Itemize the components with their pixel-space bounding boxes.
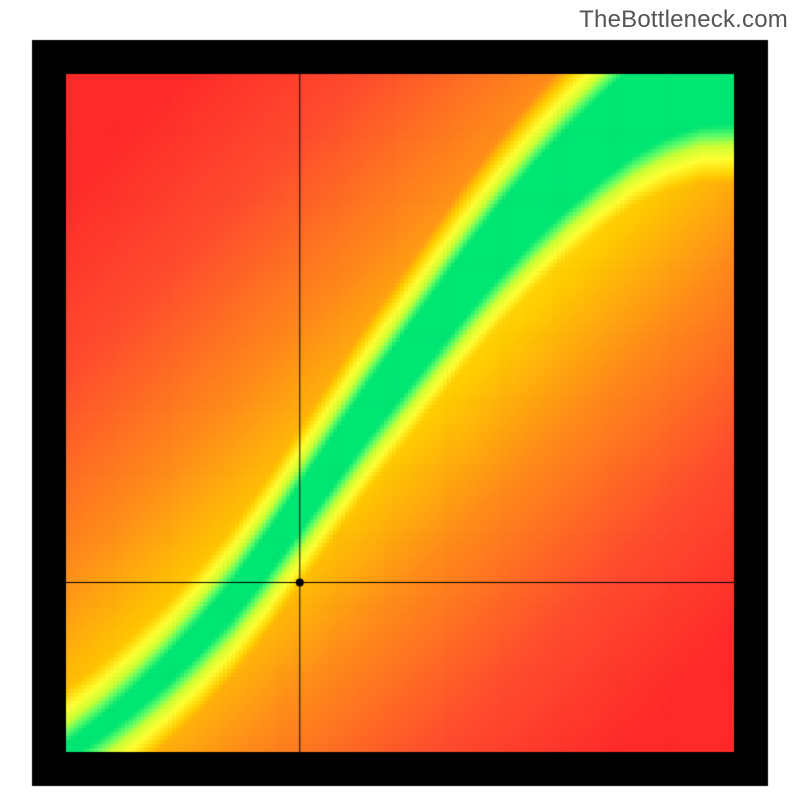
heatmap-canvas	[0, 0, 800, 800]
watermark-text: TheBottleneck.com	[579, 6, 788, 34]
chart-container: TheBottleneck.com	[0, 0, 800, 800]
